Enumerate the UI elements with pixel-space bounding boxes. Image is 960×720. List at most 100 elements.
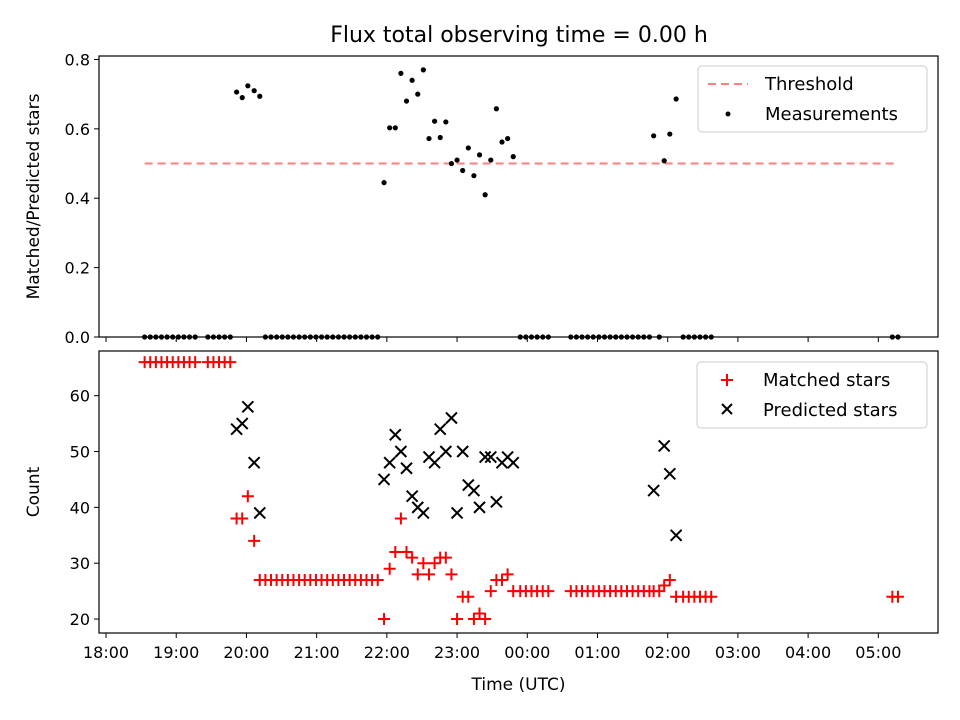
data-point <box>439 551 452 564</box>
data-point <box>479 613 492 626</box>
data-point <box>387 125 393 131</box>
data-point <box>540 334 546 340</box>
data-point <box>456 445 469 458</box>
data-point <box>341 334 347 340</box>
data-point <box>409 77 415 83</box>
data-point <box>467 484 481 497</box>
data-point <box>451 613 464 626</box>
y-tick-label: 30 <box>70 554 90 573</box>
y-tick-label: 60 <box>70 387 90 406</box>
data-point <box>507 456 520 469</box>
data-point <box>499 139 505 145</box>
data-point <box>241 400 255 414</box>
series-predicted-stars <box>230 400 683 542</box>
data-point <box>371 573 384 586</box>
data-point <box>383 562 396 575</box>
data-point <box>257 93 263 99</box>
data-point <box>251 88 257 94</box>
x-tick-label: 01:00 <box>574 643 620 662</box>
data-point <box>528 334 535 340</box>
data-point <box>247 456 261 469</box>
chart-title: Flux total observing time = 0.00 h <box>330 23 708 48</box>
data-point <box>363 334 370 340</box>
data-point <box>657 439 671 453</box>
count-panel: 18:00 19:00 20:00 21:00 22:00 23:00 00:00 01:00… <box>24 350 939 695</box>
data-point <box>473 607 486 620</box>
data-point <box>378 613 391 626</box>
data-point <box>467 613 480 626</box>
legend-measurements-swatch <box>725 111 731 117</box>
data-point <box>545 334 551 340</box>
x-tick-label: 23:00 <box>434 643 480 662</box>
data-point <box>465 145 471 151</box>
data-point <box>585 334 591 340</box>
data-point <box>482 192 488 198</box>
series-matched-stars <box>138 356 904 626</box>
data-point <box>656 334 662 340</box>
data-point <box>330 334 336 340</box>
data-point <box>405 489 419 503</box>
axes-frame <box>98 350 939 634</box>
data-point <box>335 334 342 340</box>
data-point <box>227 334 233 340</box>
data-point <box>601 334 608 340</box>
data-point <box>186 334 193 340</box>
data-point <box>175 334 181 340</box>
data-point <box>673 96 679 102</box>
data-point <box>618 334 624 340</box>
data-point <box>646 334 653 340</box>
data-point <box>268 334 274 340</box>
data-point <box>189 356 202 369</box>
data-point <box>394 445 408 458</box>
data-point <box>505 135 511 142</box>
x-axis-label: Time (UTC) <box>471 675 566 695</box>
y-tick-label: 0.8 <box>65 50 90 69</box>
ratio-legend: Threshold Measurements <box>697 65 928 133</box>
data-point <box>443 119 449 125</box>
data-point <box>313 334 319 340</box>
data-point <box>450 506 464 520</box>
data-point <box>164 334 170 340</box>
data-point <box>708 334 714 340</box>
data-point <box>434 422 447 436</box>
data-point <box>324 334 330 340</box>
data-point <box>661 158 667 164</box>
data-point <box>476 152 483 158</box>
data-point <box>420 67 426 73</box>
data-point <box>279 334 285 340</box>
data-point <box>590 334 596 340</box>
data-point <box>216 334 222 340</box>
data-point <box>651 133 657 139</box>
data-point <box>248 534 261 547</box>
data-point <box>417 557 430 570</box>
data-point <box>473 501 486 514</box>
data-point <box>417 506 430 520</box>
data-point <box>454 157 460 163</box>
y-axis-label: Count <box>24 466 44 517</box>
data-point <box>147 334 153 340</box>
data-point <box>239 95 245 101</box>
x-tick-label: 03:00 <box>715 643 761 662</box>
data-point <box>517 334 523 340</box>
legend-matched-label: Matched stars <box>763 370 890 391</box>
data-point <box>245 83 251 89</box>
y-tick-label: 0.2 <box>65 259 90 278</box>
data-point <box>647 484 660 497</box>
data-point <box>422 568 435 581</box>
data-point <box>484 450 497 464</box>
data-point <box>236 417 249 430</box>
data-point <box>369 334 375 340</box>
data-point <box>347 334 353 340</box>
data-point <box>891 590 904 603</box>
legend-threshold-label: Threshold <box>764 74 854 95</box>
data-point <box>889 334 895 340</box>
data-point <box>406 551 419 564</box>
data-point <box>205 334 211 340</box>
legend-measurements-label: Measurements <box>765 104 898 125</box>
data-point <box>669 529 683 542</box>
data-point <box>895 334 901 340</box>
data-point <box>375 334 381 340</box>
data-point <box>241 490 254 503</box>
data-point <box>663 573 676 586</box>
